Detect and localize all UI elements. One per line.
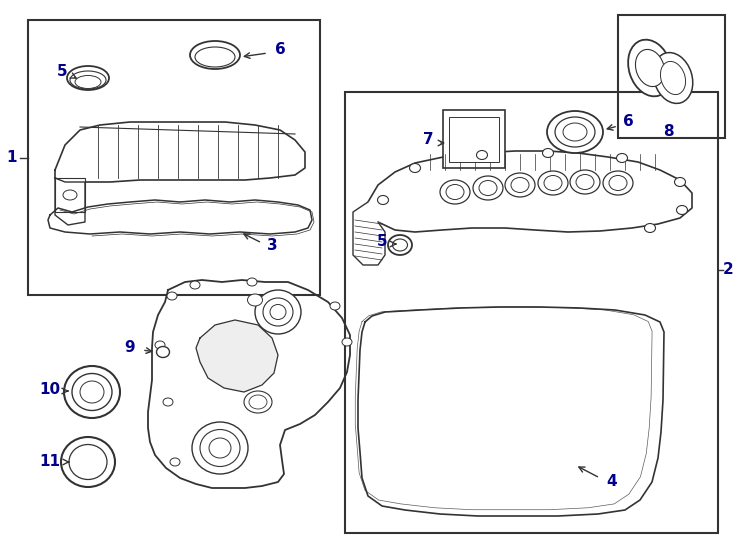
Ellipse shape: [72, 374, 112, 410]
Polygon shape: [48, 200, 312, 234]
Polygon shape: [148, 280, 350, 488]
Ellipse shape: [555, 117, 595, 147]
Ellipse shape: [479, 180, 497, 195]
Ellipse shape: [249, 395, 267, 409]
Ellipse shape: [63, 190, 77, 200]
Text: 9: 9: [125, 341, 135, 355]
Ellipse shape: [538, 171, 568, 195]
Ellipse shape: [163, 398, 173, 406]
Ellipse shape: [388, 235, 412, 255]
Ellipse shape: [644, 224, 655, 233]
Polygon shape: [55, 178, 85, 225]
Bar: [618, 15, 725, 138]
Text: 10: 10: [40, 382, 61, 397]
Ellipse shape: [636, 50, 664, 86]
Ellipse shape: [75, 76, 101, 89]
Ellipse shape: [167, 292, 177, 300]
Ellipse shape: [511, 178, 529, 192]
Bar: [443, 110, 505, 168]
Ellipse shape: [446, 185, 464, 199]
Ellipse shape: [628, 39, 672, 96]
Ellipse shape: [677, 206, 688, 214]
Text: 4: 4: [607, 475, 617, 489]
Text: 6: 6: [622, 114, 633, 130]
Polygon shape: [353, 202, 385, 265]
Ellipse shape: [609, 176, 627, 191]
Polygon shape: [366, 151, 692, 232]
Ellipse shape: [247, 278, 257, 286]
Ellipse shape: [330, 302, 340, 310]
Text: 5: 5: [377, 234, 388, 249]
Ellipse shape: [653, 52, 693, 104]
Bar: [449, 117, 499, 162]
Ellipse shape: [342, 338, 352, 346]
Ellipse shape: [170, 458, 180, 466]
Ellipse shape: [570, 170, 600, 194]
Ellipse shape: [393, 239, 407, 251]
Ellipse shape: [200, 429, 240, 467]
Ellipse shape: [473, 176, 503, 200]
Polygon shape: [55, 122, 305, 182]
Text: 3: 3: [266, 238, 277, 253]
Polygon shape: [196, 320, 278, 392]
Ellipse shape: [263, 298, 293, 326]
Text: 1: 1: [7, 151, 18, 165]
Ellipse shape: [505, 173, 535, 197]
Text: 6: 6: [275, 43, 286, 57]
Ellipse shape: [156, 347, 170, 357]
Ellipse shape: [70, 71, 106, 89]
Bar: [55, 178, 85, 212]
Ellipse shape: [192, 422, 248, 474]
Ellipse shape: [244, 391, 272, 413]
Ellipse shape: [542, 148, 553, 158]
Bar: [28, 20, 320, 295]
Ellipse shape: [195, 47, 235, 67]
Ellipse shape: [190, 281, 200, 289]
Ellipse shape: [563, 123, 587, 141]
Ellipse shape: [617, 153, 628, 163]
Ellipse shape: [544, 176, 562, 191]
Ellipse shape: [476, 151, 487, 159]
Text: 11: 11: [40, 455, 60, 469]
Ellipse shape: [576, 174, 594, 190]
Ellipse shape: [410, 164, 421, 172]
Text: 2: 2: [723, 262, 733, 278]
Ellipse shape: [255, 290, 301, 334]
Ellipse shape: [440, 180, 470, 204]
Ellipse shape: [247, 294, 263, 306]
Bar: [345, 92, 718, 533]
Text: 7: 7: [423, 132, 433, 147]
Ellipse shape: [155, 341, 165, 349]
Ellipse shape: [80, 381, 104, 403]
Text: 8: 8: [663, 125, 673, 139]
Polygon shape: [358, 307, 664, 516]
Ellipse shape: [675, 178, 686, 186]
Ellipse shape: [603, 171, 633, 195]
Ellipse shape: [69, 444, 107, 480]
Ellipse shape: [661, 62, 686, 94]
Ellipse shape: [64, 366, 120, 418]
Ellipse shape: [67, 66, 109, 90]
Text: 5: 5: [57, 64, 68, 79]
Ellipse shape: [270, 305, 286, 320]
Ellipse shape: [61, 437, 115, 487]
Ellipse shape: [377, 195, 388, 205]
Ellipse shape: [209, 438, 231, 458]
Ellipse shape: [547, 111, 603, 153]
Ellipse shape: [190, 41, 240, 69]
